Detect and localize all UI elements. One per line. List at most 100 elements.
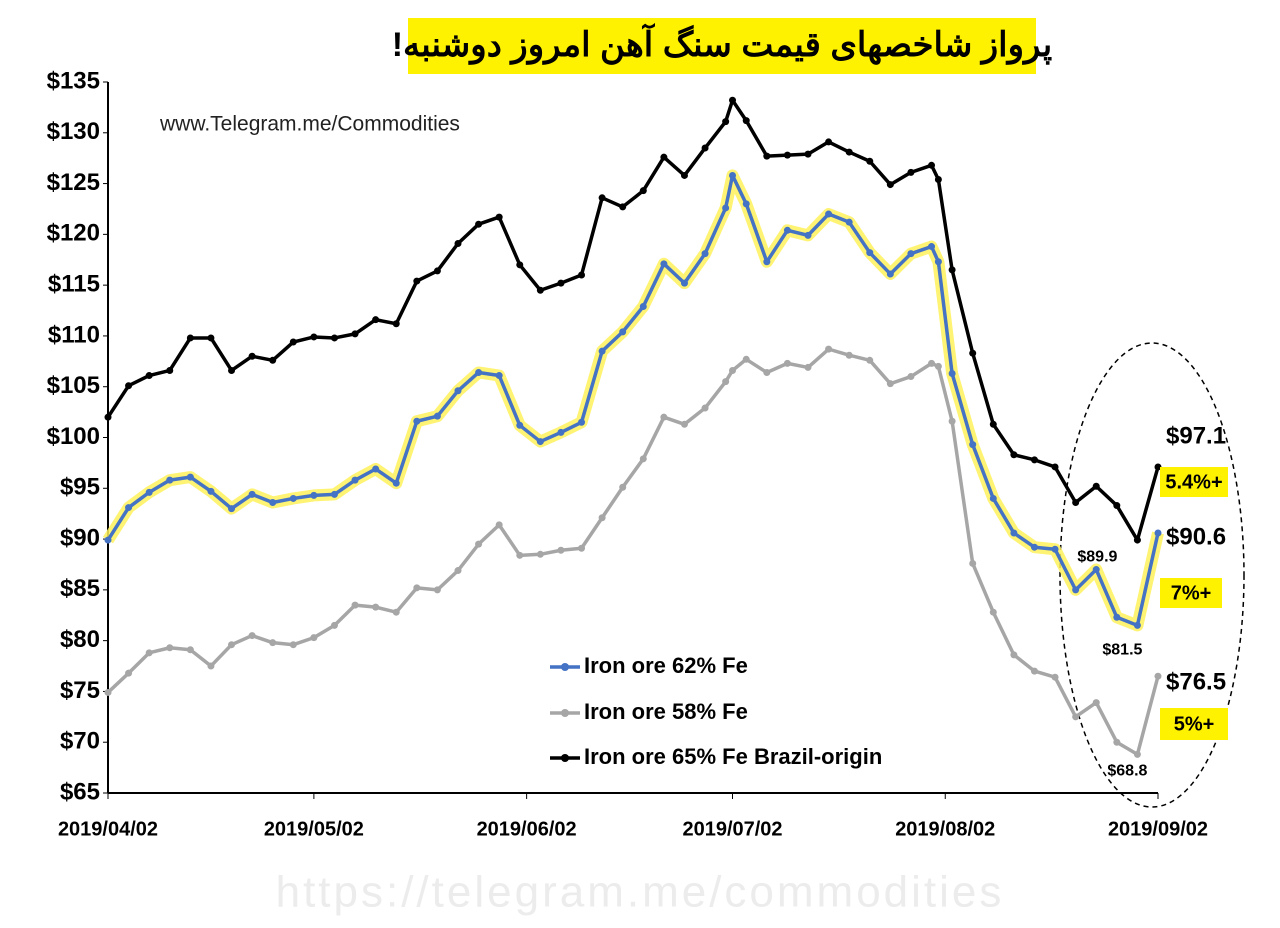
point — [351, 476, 359, 484]
point — [433, 586, 441, 594]
point — [886, 380, 894, 388]
title-box — [408, 18, 1036, 74]
point — [948, 266, 956, 274]
point — [680, 171, 688, 179]
value-label: $97.1 — [1166, 422, 1226, 449]
legend-label: Iron ore 62% Fe — [584, 653, 748, 678]
point — [1092, 566, 1100, 574]
point — [475, 220, 483, 228]
value-label: $76.5 — [1166, 669, 1226, 696]
point — [310, 491, 318, 499]
point — [392, 320, 400, 328]
point — [557, 546, 565, 554]
point — [578, 271, 586, 279]
point — [330, 621, 338, 629]
point — [310, 634, 318, 642]
point — [475, 540, 483, 548]
point — [1092, 699, 1100, 707]
point — [934, 176, 942, 184]
point — [928, 161, 936, 169]
point — [1030, 543, 1038, 551]
point — [413, 584, 421, 592]
point — [557, 428, 565, 436]
point — [948, 370, 956, 378]
point — [1010, 451, 1018, 459]
y-tick-label: $125 — [47, 169, 100, 196]
point — [536, 438, 544, 446]
y-tick-label: $65 — [60, 778, 100, 805]
y-tick-label: $115 — [48, 270, 100, 297]
point — [763, 368, 771, 376]
watermark: https://telegram.me/commodities — [276, 868, 1005, 917]
point — [722, 118, 730, 126]
point — [269, 499, 277, 507]
point — [825, 138, 833, 146]
point — [104, 536, 112, 544]
point — [783, 359, 791, 367]
point — [289, 338, 297, 346]
point — [639, 302, 647, 310]
point — [1154, 529, 1162, 537]
point — [516, 551, 524, 559]
point — [907, 168, 915, 176]
point — [1072, 713, 1080, 721]
y-tick-label: $105 — [47, 372, 100, 399]
point — [1051, 673, 1059, 681]
point — [248, 352, 256, 360]
point — [928, 243, 936, 251]
y-tick-label: $135 — [47, 67, 100, 94]
point — [392, 608, 400, 616]
point — [248, 632, 256, 640]
point — [619, 483, 627, 491]
point — [166, 366, 174, 374]
legend-marker — [561, 709, 569, 717]
point — [729, 96, 737, 104]
point — [578, 418, 586, 426]
point — [845, 351, 853, 359]
point — [186, 334, 194, 342]
point — [886, 181, 894, 189]
point — [536, 550, 544, 558]
point — [989, 420, 997, 428]
point — [557, 279, 565, 287]
point — [516, 261, 524, 269]
point — [928, 359, 936, 367]
point — [536, 286, 544, 294]
point — [228, 641, 236, 649]
point — [598, 347, 606, 355]
point — [310, 333, 318, 341]
legend-marker — [561, 754, 569, 762]
point — [166, 476, 174, 484]
point — [125, 669, 133, 677]
legend-label: Iron ore 58% Fe — [584, 699, 748, 724]
point — [1051, 545, 1059, 553]
x-tick-label: 2019/07/02 — [682, 818, 782, 840]
y-tick-label: $110 — [48, 321, 100, 348]
point — [207, 662, 215, 670]
point — [413, 277, 421, 285]
x-tick-label: 2019/05/02 — [264, 818, 364, 840]
point — [1092, 482, 1100, 490]
point — [104, 413, 112, 421]
source-note: www.Telegram.me/Commodities — [159, 113, 460, 136]
point — [619, 328, 627, 336]
point — [722, 204, 730, 212]
point — [104, 688, 112, 696]
point — [783, 151, 791, 159]
point — [1072, 586, 1080, 594]
change-box — [1160, 467, 1228, 497]
change-label: 5%+ — [1174, 713, 1215, 735]
chart-title: پرواز شاخصهای قیمت سنگ آهن امروز دوشنبه! — [392, 23, 1053, 65]
point — [680, 279, 688, 287]
point — [1133, 750, 1141, 758]
point — [866, 249, 874, 257]
point — [125, 504, 133, 512]
point — [166, 644, 174, 652]
value-label: $68.8 — [1107, 763, 1147, 780]
y-tick-label: $80 — [60, 626, 100, 653]
point — [454, 239, 462, 247]
point — [742, 355, 750, 363]
value-label: $81.5 — [1102, 642, 1142, 659]
point — [1113, 613, 1121, 621]
